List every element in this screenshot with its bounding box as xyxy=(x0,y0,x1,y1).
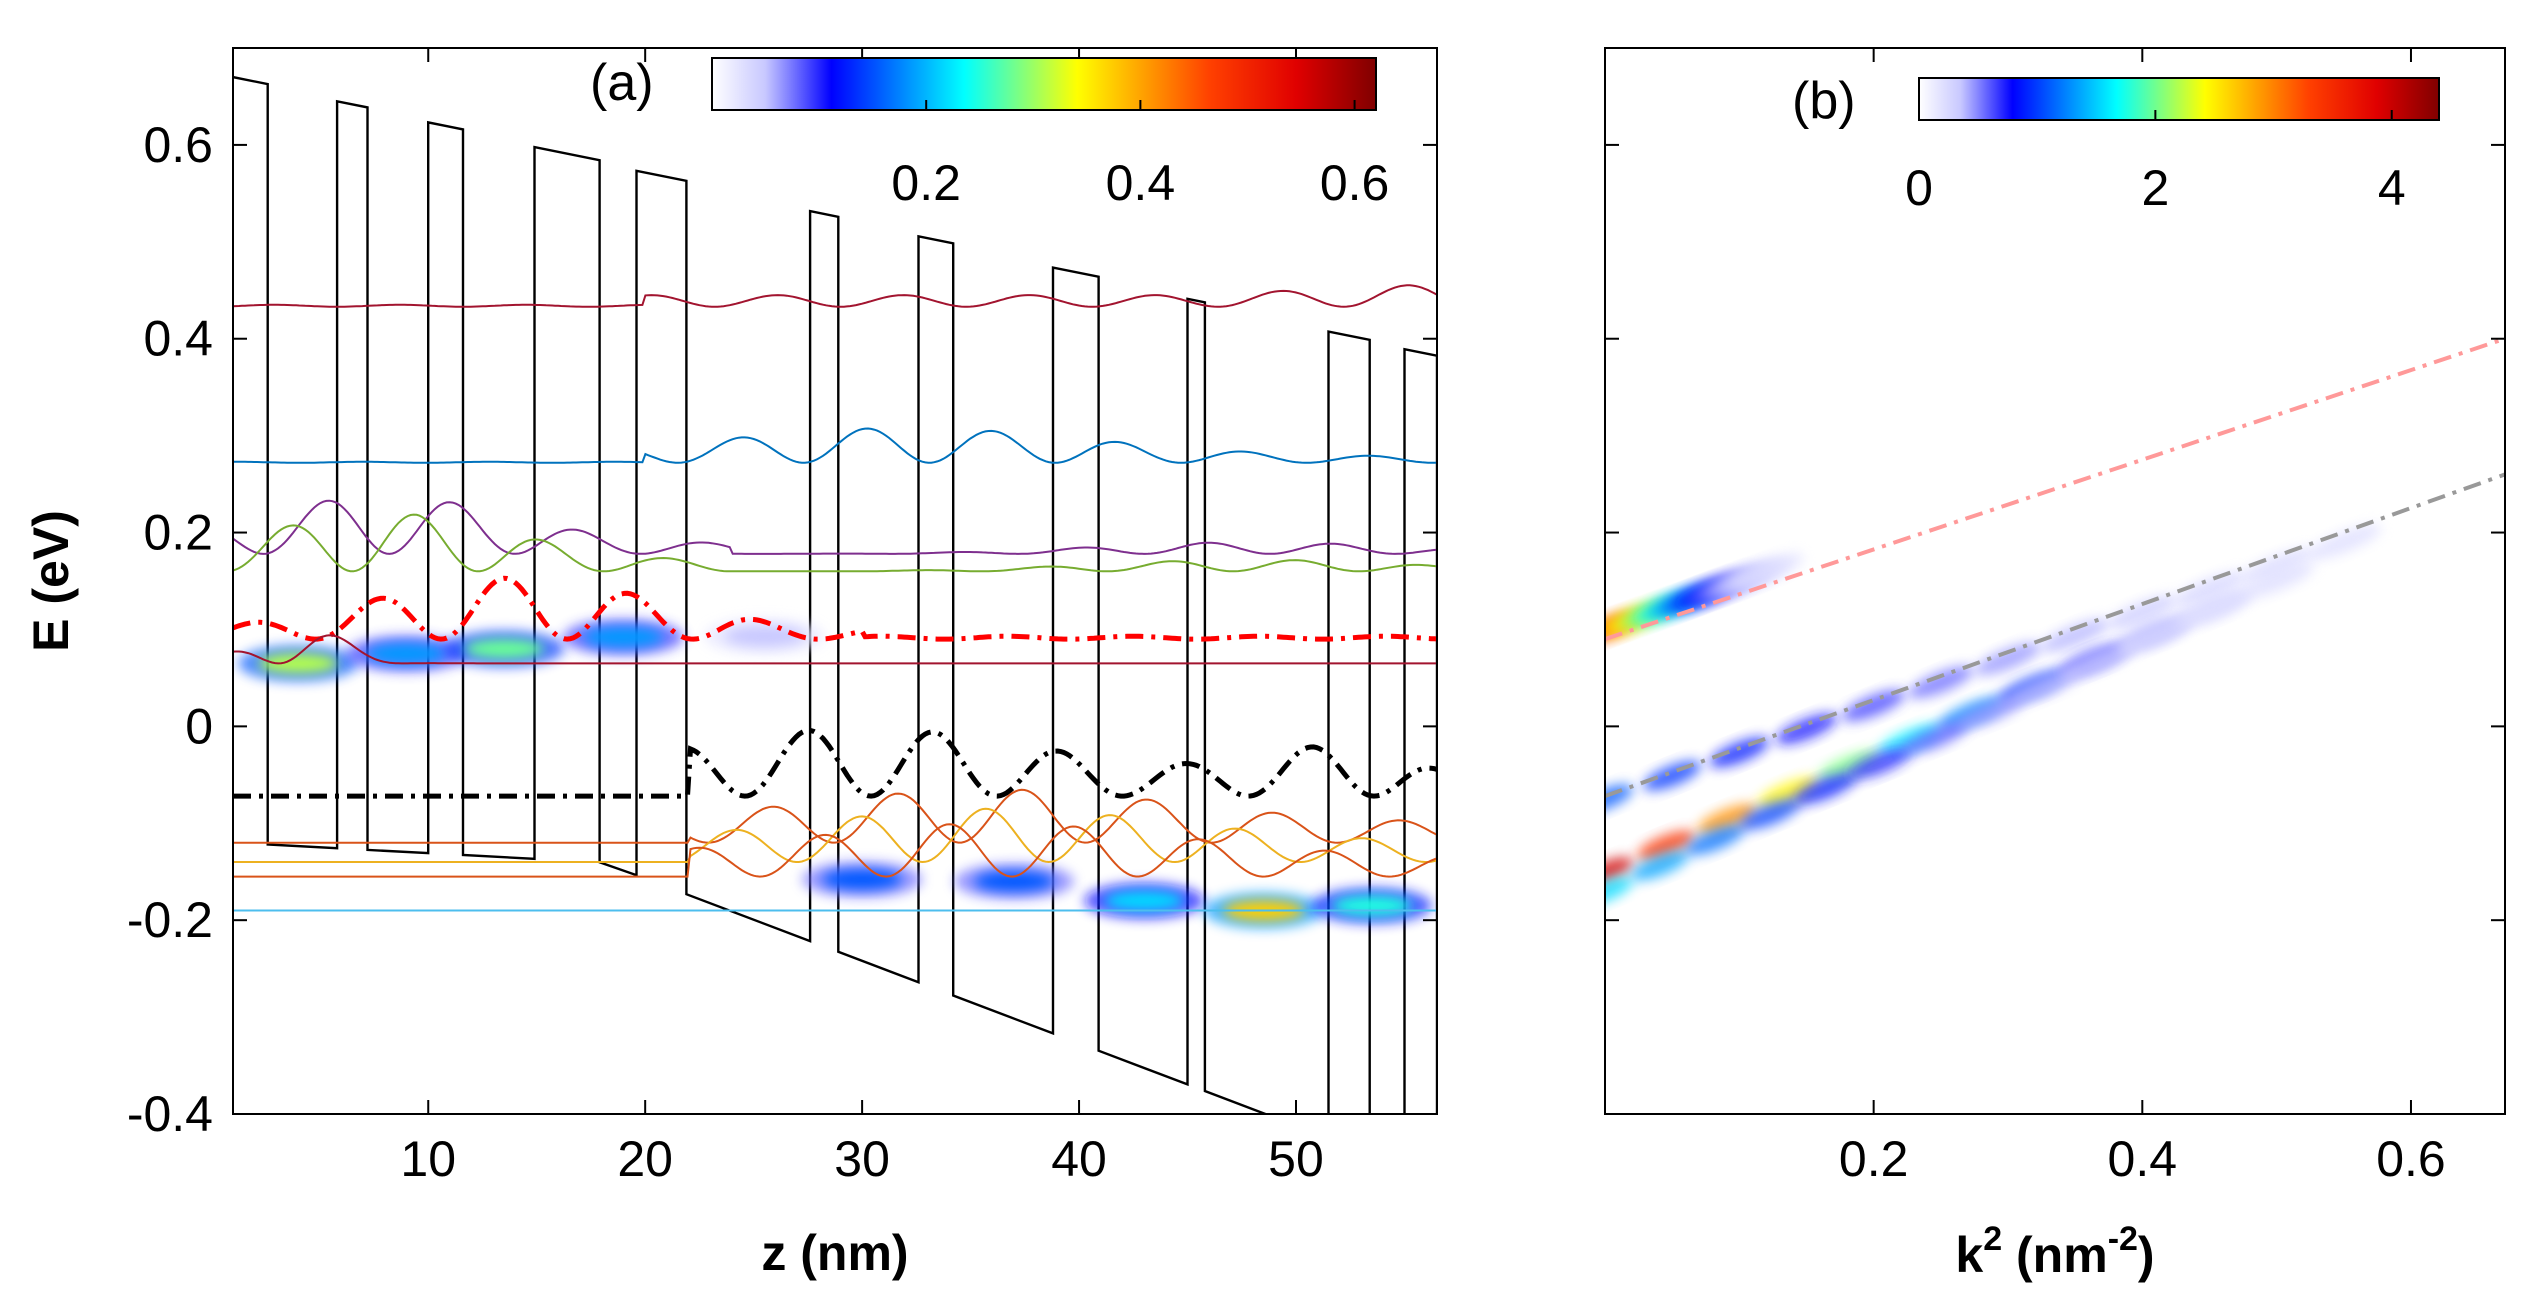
panel-b-xtick-label: 0.4 xyxy=(2108,1131,2178,1187)
dispersion-density xyxy=(2107,595,2178,630)
dispersion-density xyxy=(1955,695,2024,729)
dispersion-density xyxy=(2041,619,2110,653)
panel-b-plot-area xyxy=(1605,336,2505,906)
wavefunction-state-0.09-highlight xyxy=(233,575,1437,642)
panel-a-colorbar-tick-label: 0.6 xyxy=(1320,155,1390,211)
dispersion-density xyxy=(1739,799,1801,830)
panel-a-xtick-label: 40 xyxy=(1051,1131,1107,1187)
panel-a-ticks: 10 20 30 40 50 -0.4 -0.2 0 0.2 0.4 0.6 xyxy=(127,48,1437,1187)
panel-b-xlabel-sup: 2 xyxy=(1983,1220,2002,1258)
panel-b-colorbar-tick-label: 2 xyxy=(2141,160,2169,216)
panel-a-colorbar-gradient xyxy=(711,57,1377,111)
dispersion-density xyxy=(1974,642,2042,676)
wavefunction-state-0.18 xyxy=(233,499,1437,555)
wavefunction-state-neg0.12 xyxy=(233,788,1437,844)
dispersion-density xyxy=(1817,750,1881,782)
density-blob xyxy=(724,626,805,647)
dispersion-density xyxy=(2240,548,2314,583)
panel-a-xtick-label: 30 xyxy=(834,1131,890,1187)
dispersion-density xyxy=(2118,618,2191,653)
potential-profile xyxy=(233,75,1437,1114)
dispersion-density xyxy=(2063,644,2136,679)
wavefunction-state-neg0.14 xyxy=(233,807,1437,864)
panel-a-colorbar: 0.2 0.4 0.6 xyxy=(711,57,1390,211)
dispersion-density xyxy=(1757,777,1819,808)
density-blob xyxy=(366,643,447,664)
panel-b-xtick-label: 0.2 xyxy=(1839,1131,1909,1187)
panel-b-colorbar: 0 2 4 xyxy=(1905,77,2440,216)
panel-a-ylabel: E (eV) xyxy=(23,510,79,652)
dispersion-density xyxy=(1697,803,1757,834)
panel-a-ytick-label: 0.4 xyxy=(143,311,213,367)
density-blob xyxy=(822,869,903,890)
dispersion-density xyxy=(1842,690,1906,722)
dispersion-lower-dispersion xyxy=(1605,472,2505,798)
dispersion-density xyxy=(1908,666,1974,699)
panel-b-xlabel-unit-sup: -2 xyxy=(2108,1220,2138,1258)
panel-b-ticks: 0.2 0.4 0.6 xyxy=(1605,48,2505,1187)
panel-b-colorbar-tick-label: 0 xyxy=(1905,160,1933,216)
panel-a-colorbar-tick-label: 0.2 xyxy=(891,155,961,211)
dispersion-density xyxy=(1847,747,1913,780)
dispersion-density xyxy=(1631,850,1689,881)
dispersion-density xyxy=(1637,830,1695,861)
wavefunction-state-neg0.155 xyxy=(233,823,1437,878)
panel-b-xlabel-close: ) xyxy=(2138,1227,2155,1283)
dispersion-density xyxy=(1901,721,1968,755)
wavefunction-state-neg0.072-highlight xyxy=(233,727,1437,799)
panel-b-xlabel-k: k xyxy=(1955,1227,1983,1283)
wavefunction-state-0.43 xyxy=(233,284,1437,308)
panel-a-frame xyxy=(232,47,1438,1115)
dispersion-density xyxy=(2009,669,2080,704)
panel-a-xtick-label: 10 xyxy=(400,1131,456,1187)
wavefunction-state-0.27 xyxy=(233,427,1437,464)
panel-a-ytick-label: 0 xyxy=(185,698,213,754)
dispersion-density xyxy=(1709,737,1770,768)
panel-a-xtick-label: 20 xyxy=(617,1131,673,1187)
dispersion-upper-dispersion xyxy=(1605,336,2505,641)
wavefunction-state-0.065 xyxy=(233,634,1437,665)
panel-a-ytick-label: 0.2 xyxy=(143,505,213,561)
panel-a-xlabel: z (nm) xyxy=(761,1225,908,1281)
density-blob xyxy=(464,638,545,659)
dispersion-density xyxy=(2239,563,2314,599)
panel-b-colorbar-tick-label: 4 xyxy=(2378,160,2406,216)
density-blob xyxy=(1331,895,1412,916)
panel-a-plot-area xyxy=(233,75,1437,1114)
panel-a-colorbar-tick-label: 0.4 xyxy=(1106,155,1176,211)
panel-a-ytick-label: -0.4 xyxy=(127,1086,213,1142)
dispersion-density xyxy=(1643,760,1702,791)
panel-b-label: (b) xyxy=(1792,72,1856,130)
panel-b-colorbar-gradient xyxy=(1918,77,2440,121)
density-blob xyxy=(583,627,664,648)
panel-a-xtick-label: 50 xyxy=(1268,1131,1324,1187)
panel-b-xlabel: k2 (nm-2) xyxy=(1955,1220,2154,1283)
wavefunction-state-0.16 xyxy=(233,513,1437,573)
density-blob xyxy=(973,871,1054,892)
panel-b-frame xyxy=(1604,47,2506,1115)
dispersion-density xyxy=(2172,592,2247,628)
panel-b-xtick-label: 0.6 xyxy=(2376,1131,2446,1187)
panel-b-xlabel-unit: (nm xyxy=(2002,1227,2108,1283)
panel-a-ytick-label: 0.6 xyxy=(143,117,213,173)
dispersion-density xyxy=(2173,571,2246,606)
density-blob xyxy=(1104,890,1185,911)
panel-a-ytick-label: -0.2 xyxy=(127,892,213,948)
dispersion-density xyxy=(1775,713,1838,745)
dispersion-density xyxy=(1728,553,1804,589)
panel-a: 10 20 30 40 50-0.4-0.200.20.40.6 (a) z (nm) … xyxy=(23,47,1438,1281)
panel-a-label: (a) xyxy=(590,54,654,112)
density-blob xyxy=(258,653,339,674)
dispersion-density xyxy=(2306,524,2382,560)
dispersion-density xyxy=(1685,824,1745,856)
dispersion-density xyxy=(1793,773,1857,805)
